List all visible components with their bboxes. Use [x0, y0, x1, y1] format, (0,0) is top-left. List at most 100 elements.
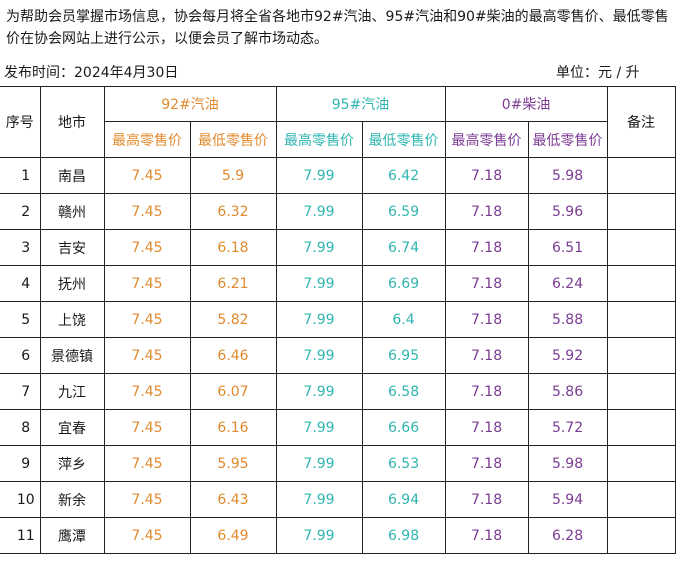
cell-95-max: 7.99: [275, 337, 363, 374]
cell-0-min: 6.24: [527, 265, 608, 302]
header-fuel-92: 92#汽油: [103, 86, 277, 122]
cell-0-max: 7.18: [444, 517, 529, 554]
cell-0-min: 6.51: [527, 229, 608, 266]
cell-0-min: 5.98: [527, 157, 608, 194]
cell-city: 萍乡: [39, 445, 105, 482]
table-row: 8 宜春 7.45 6.16 7.99 6.66 7.18 5.72: [0, 409, 676, 446]
cell-city: 南昌: [39, 157, 105, 194]
cell-92-max: 7.45: [103, 301, 191, 338]
header-city: 地市: [39, 86, 105, 158]
cell-city: 赣州: [39, 193, 105, 230]
cell-95-min: 6.4: [361, 301, 446, 338]
cell-92-min: 6.49: [189, 517, 277, 554]
cell-0-max: 7.18: [444, 409, 529, 446]
header-95-min: 最低零售价: [361, 121, 446, 158]
header-0-max: 最高零售价: [444, 121, 529, 158]
cell-0-min: 6.28: [527, 517, 608, 554]
cell-note: [606, 229, 676, 266]
cell-0-max: 7.18: [444, 301, 529, 338]
cell-92-min: 6.46: [189, 337, 277, 374]
cell-95-max: 7.99: [275, 193, 363, 230]
cell-city: 上饶: [39, 301, 105, 338]
cell-92-min: 6.21: [189, 265, 277, 302]
header-row-2: 最高零售价 最低零售价 最高零售价 最低零售价 最高零售价 最低零售价: [0, 121, 675, 158]
header-92-max: 最高零售价: [103, 121, 191, 158]
cell-0-min: 5.72: [527, 409, 608, 446]
cell-92-max: 7.45: [103, 409, 191, 446]
fuel-price-table: 序号 地市 92#汽油 95#汽油 0#柴油 备注 最高零售价 最低零售价 最高…: [0, 86, 676, 554]
table-row: 2 赣州 7.45 6.32 7.99 6.59 7.18 5.96: [0, 193, 676, 230]
cell-92-max: 7.45: [103, 157, 191, 194]
header-note: 备注: [606, 86, 676, 158]
cell-0-min: 5.86: [527, 373, 608, 410]
cell-city: 九江: [39, 373, 105, 410]
cell-seq: 4: [0, 265, 41, 302]
cell-note: [606, 301, 676, 338]
table-row: 1 南昌 7.45 5.9 7.99 6.42 7.18 5.98: [0, 157, 676, 194]
cell-95-max: 7.99: [275, 157, 363, 194]
cell-95-min: 6.66: [361, 409, 446, 446]
header-92-min: 最低零售价: [189, 121, 277, 158]
table-row: 3 吉安 7.45 6.18 7.99 6.74 7.18 6.51: [0, 229, 676, 266]
cell-92-min: 5.82: [189, 301, 277, 338]
table-row: 9 萍乡 7.45 5.95 7.99 6.53 7.18 5.98: [0, 445, 676, 482]
table-row: 4 抚州 7.45 6.21 7.99 6.69 7.18 6.24: [0, 265, 676, 302]
cell-seq: 2: [0, 193, 41, 230]
cell-0-min: 5.88: [527, 301, 608, 338]
table-row: 6 景德镇 7.45 6.46 7.99 6.95 7.18 5.92: [0, 337, 676, 374]
cell-92-min: 6.32: [189, 193, 277, 230]
cell-95-min: 6.42: [361, 157, 446, 194]
cell-seq: 10: [0, 481, 41, 518]
cell-note: [606, 481, 676, 518]
cell-0-min: 5.92: [527, 337, 608, 374]
cell-city: 吉安: [39, 229, 105, 266]
cell-note: [606, 517, 676, 554]
meta-row: 发布时间：2024年4月30日 单位：元 / 升: [0, 60, 683, 86]
cell-0-max: 7.18: [444, 373, 529, 410]
header-95-max: 最高零售价: [275, 121, 363, 158]
cell-note: [606, 409, 676, 446]
cell-92-max: 7.45: [103, 373, 191, 410]
cell-seq: 7: [0, 373, 41, 410]
header-fuel-95: 95#汽油: [275, 86, 446, 122]
cell-95-min: 6.74: [361, 229, 446, 266]
cell-95-min: 6.53: [361, 445, 446, 482]
cell-95-max: 7.99: [275, 481, 363, 518]
header-seq: 序号: [0, 86, 41, 158]
cell-92-max: 7.45: [103, 337, 191, 374]
cell-note: [606, 373, 676, 410]
header-fuel-0: 0#柴油: [444, 86, 608, 122]
cell-95-min: 6.59: [361, 193, 446, 230]
cell-0-min: 5.94: [527, 481, 608, 518]
table-row: 11 鹰潭 7.45 6.49 7.99 6.98 7.18 6.28: [0, 517, 676, 554]
cell-city: 鹰潭: [39, 517, 105, 554]
cell-92-min: 5.9: [189, 157, 277, 194]
cell-city: 新余: [39, 481, 105, 518]
cell-92-min: 6.18: [189, 229, 277, 266]
table-body: 1 南昌 7.45 5.9 7.99 6.42 7.18 5.98 2 赣州 7.45 6.32 7.9…: [0, 157, 676, 554]
cell-0-max: 7.18: [444, 337, 529, 374]
cell-0-max: 7.18: [444, 193, 529, 230]
publish-date: 发布时间：2024年4月30日: [4, 65, 179, 81]
cell-95-max: 7.99: [275, 229, 363, 266]
cell-note: [606, 445, 676, 482]
cell-city: 宜春: [39, 409, 105, 446]
cell-95-max: 7.99: [275, 517, 363, 554]
cell-seq: 1: [0, 157, 41, 194]
header-0-min: 最低零售价: [527, 121, 608, 158]
intro-text: 为帮助会员掌握市场信息，协会每月将全省各地市92#汽油、95#汽油和90#柴油的…: [6, 9, 669, 47]
cell-95-min: 6.98: [361, 517, 446, 554]
cell-0-min: 5.98: [527, 445, 608, 482]
cell-note: [606, 337, 676, 374]
table-row: 5 上饶 7.45 5.82 7.99 6.4 7.18 5.88: [0, 301, 676, 338]
cell-92-max: 7.45: [103, 517, 191, 554]
cell-seq: 11: [0, 517, 41, 554]
cell-95-max: 7.99: [275, 265, 363, 302]
cell-seq: 9: [0, 445, 41, 482]
cell-95-max: 7.99: [275, 445, 363, 482]
cell-92-max: 7.45: [103, 445, 191, 482]
cell-0-max: 7.18: [444, 481, 529, 518]
cell-92-min: 6.16: [189, 409, 277, 446]
cell-seq: 3: [0, 229, 41, 266]
